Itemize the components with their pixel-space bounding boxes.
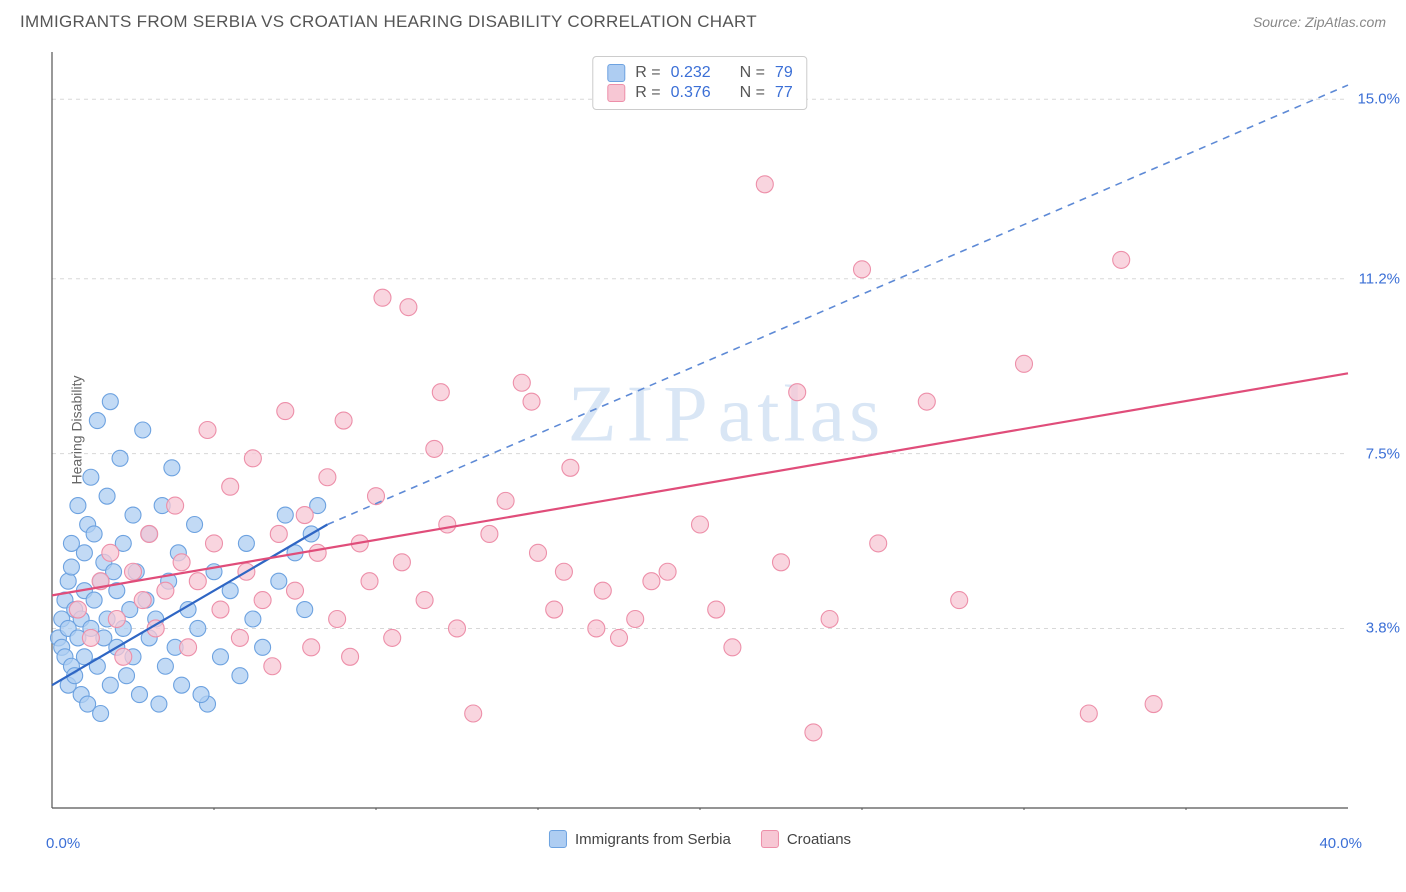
x-tick-max: 40.0% (1319, 835, 1362, 852)
legend-item-serbia: Immigrants from Serbia (549, 830, 731, 848)
legend-item-croatia: Croatians (761, 830, 851, 848)
scatter-plot (50, 50, 1350, 810)
y-tick-label: 11.2% (1359, 270, 1400, 287)
chart-container: Hearing Disability ZIPatlas R =0.232 N =… (50, 50, 1350, 810)
x-tick-min: 0.0% (46, 835, 80, 852)
y-tick-label: 7.5% (1366, 445, 1400, 462)
chart-title: IMMIGRANTS FROM SERBIA VS CROATIAN HEARI… (20, 12, 757, 32)
series-legend: Immigrants from Serbia Croatians (549, 830, 851, 848)
y-tick-label: 15.0% (1357, 91, 1400, 108)
stats-row-serbia: R =0.232 N =79 (607, 63, 792, 83)
source-attribution: Source: ZipAtlas.com (1253, 14, 1386, 30)
stats-legend: R =0.232 N =79R =0.376 N =77 (592, 56, 807, 110)
series-croatia (69, 176, 1162, 741)
y-tick-label: 3.8% (1366, 620, 1400, 637)
stats-row-croatia: R =0.376 N =77 (607, 83, 792, 103)
